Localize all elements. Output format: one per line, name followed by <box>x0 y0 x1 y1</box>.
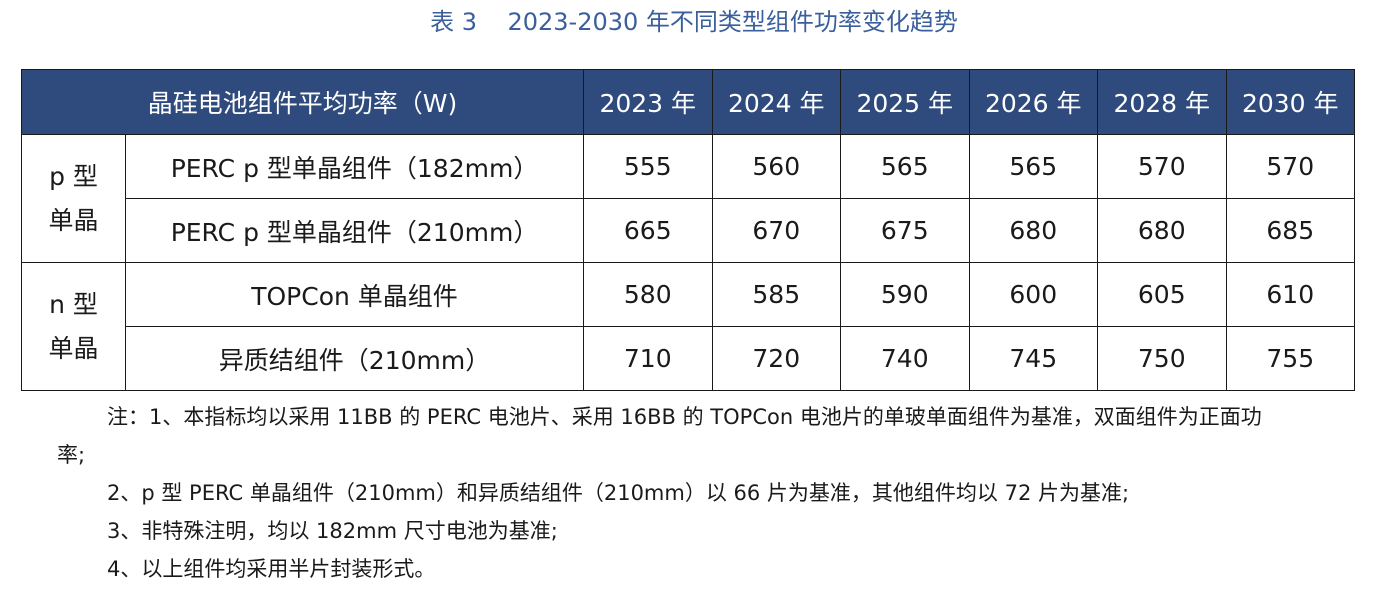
note-2: 2、p 型 PERC 单晶组件（210mm）和异质结组件（210mm）以 66 … <box>107 481 1130 505</box>
table-caption: 表 3 2023-2030 年不同类型组件功率变化趋势 <box>430 8 958 36</box>
row-name: TOPCon 单晶组件 <box>124 262 585 327</box>
header-year-2024: 2024 年 <box>711 69 842 135</box>
row-name: PERC p 型单晶组件（210mm） <box>124 198 585 263</box>
group-label-n-type: n 型 单晶 <box>21 262 126 391</box>
group-label-line: n 型 <box>49 289 98 319</box>
table-notes: 注：1、本指标均以采用 11BB 的 PERC 电池片、采用 16BB 的 TO… <box>20 398 1360 588</box>
cell-value: 745 <box>968 326 1099 391</box>
note-1: 注：1、本指标均以采用 11BB 的 PERC 电池片、采用 16BB 的 TO… <box>20 398 1360 474</box>
cell-value: 565 <box>840 134 970 199</box>
cell-value: 675 <box>840 198 970 263</box>
cell-value: 570 <box>1225 134 1356 199</box>
group-label-line: 单晶 <box>48 333 99 363</box>
cell-value: 750 <box>1097 326 1227 391</box>
header-year-2023: 2023 年 <box>583 69 713 135</box>
table-header-row: 晶硅电池组件平均功率（W) 2023 年 2024 年 2025 年 2026 … <box>20 69 1356 135</box>
header-year-2025: 2025 年 <box>840 69 970 135</box>
cell-value: 560 <box>711 134 842 199</box>
cell-value: 740 <box>840 326 970 391</box>
cell-value: 605 <box>1097 262 1227 327</box>
cell-value: 610 <box>1225 262 1356 327</box>
note-3: 3、非特殊注明，均以 182mm 尺寸电池为基准; <box>107 519 558 543</box>
header-label: 晶硅电池组件平均功率（W) <box>20 69 585 135</box>
header-year-2028: 2028 年 <box>1097 69 1227 135</box>
cell-value: 680 <box>1097 198 1227 263</box>
table-row: 异质结组件（210mm） 710 720 740 745 750 755 <box>22 326 1356 391</box>
cell-value: 680 <box>968 198 1099 263</box>
header-year-2026: 2026 年 <box>968 69 1099 135</box>
table-row: p 型 单晶 PERC p 型单晶组件（182mm） 555 560 565 5… <box>21 134 1356 263</box>
group-label-line: p 型 <box>49 161 98 191</box>
row-name: 异质结组件（210mm） <box>124 326 585 391</box>
note-4: 4、以上组件均采用半片封装形式。 <box>107 557 436 581</box>
cell-value: 570 <box>1097 134 1227 199</box>
cell-value: 580 <box>583 262 713 327</box>
table-row: n 型 单晶 TOPCon 单晶组件 580 585 590 600 605 6… <box>21 262 1356 391</box>
cell-value: 555 <box>583 134 713 199</box>
group-label-p-type: p 型 单晶 <box>21 134 126 263</box>
cell-value: 565 <box>968 134 1099 199</box>
cell-value: 590 <box>840 262 970 327</box>
cell-value: 670 <box>711 198 842 263</box>
note-1-line-1: 注：1、本指标均以采用 11BB 的 PERC 电池片、采用 16BB 的 TO… <box>107 405 1262 429</box>
cell-value: 665 <box>583 198 713 263</box>
cell-value: 600 <box>968 262 1099 327</box>
note-1-line-2: 率; <box>57 443 86 467</box>
group-label-line: 单晶 <box>48 205 99 235</box>
cell-value: 585 <box>711 262 842 327</box>
power-trend-table: 晶硅电池组件平均功率（W) 2023 年 2024 年 2025 年 2026 … <box>20 69 1356 391</box>
row-name: PERC p 型单晶组件（182mm） <box>124 134 585 199</box>
header-year-2030: 2030 年 <box>1225 69 1356 135</box>
cell-value: 685 <box>1225 198 1356 263</box>
cell-value: 710 <box>583 326 713 391</box>
cell-value: 755 <box>1225 326 1356 391</box>
table-row: PERC p 型单晶组件（210mm） 665 670 675 680 680 … <box>22 198 1356 263</box>
cell-value: 720 <box>711 326 842 391</box>
